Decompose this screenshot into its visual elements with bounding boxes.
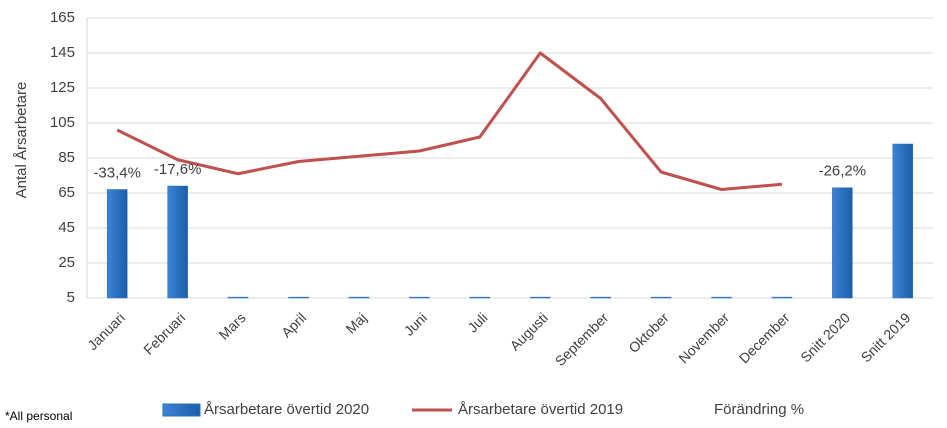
bar [469, 296, 491, 299]
x-tick-label: Oktober [625, 309, 672, 356]
bar [288, 296, 309, 299]
x-tick-label: Augusti [507, 309, 551, 353]
line [116, 51, 783, 191]
data-label: -17,6% [154, 161, 202, 178]
footnote: *All personal [5, 409, 72, 423]
y-tick-label: 145 [50, 44, 75, 61]
x-tick-label: Snitt 2020 [797, 309, 853, 365]
bar [106, 189, 128, 299]
x-tick-label: Januari [84, 309, 128, 353]
data-label: -33,4% [93, 164, 141, 181]
x-tick-label: December [736, 309, 793, 366]
bar [892, 143, 914, 299]
bar [832, 187, 853, 299]
data-label: -26,2% [819, 163, 867, 180]
legend-label: Förändring % [714, 401, 804, 418]
bar [348, 296, 370, 299]
x-tick-label: April [278, 309, 309, 340]
x-tick-label: Juli [464, 309, 490, 335]
bar [650, 296, 672, 299]
y-tick-label: 125 [50, 79, 75, 96]
x-tick-label: November [675, 309, 732, 366]
legend-label: Årsarbetare övertid 2019 [458, 401, 623, 418]
bar [167, 185, 188, 299]
bar [409, 296, 430, 299]
x-tick-label: September [552, 309, 612, 369]
bar [529, 296, 551, 299]
y-tick-label: 85 [58, 149, 75, 166]
y-tick-label: 165 [50, 9, 75, 26]
bar [590, 296, 611, 299]
y-axis-label: Antal Årsarbetare [13, 82, 30, 199]
y-tick-label: 65 [58, 184, 75, 201]
y-tick-label: 45 [58, 219, 75, 236]
bar [711, 296, 732, 299]
bar [227, 296, 249, 299]
bar [771, 296, 793, 299]
y-tick-label: 105 [50, 114, 75, 131]
x-tick-label: Maj [342, 309, 369, 336]
y-tick-label: 25 [58, 254, 75, 271]
y-tick-label: 5 [67, 289, 75, 306]
legend-label: Årsarbetare övertid 2020 [204, 401, 369, 418]
x-tick-label: Mars [215, 309, 248, 342]
legend-swatch [162, 403, 201, 417]
x-tick-label: Juni [401, 309, 430, 338]
x-tick-label: Februari [140, 309, 188, 357]
x-tick-label: Snitt 2019 [858, 309, 914, 365]
